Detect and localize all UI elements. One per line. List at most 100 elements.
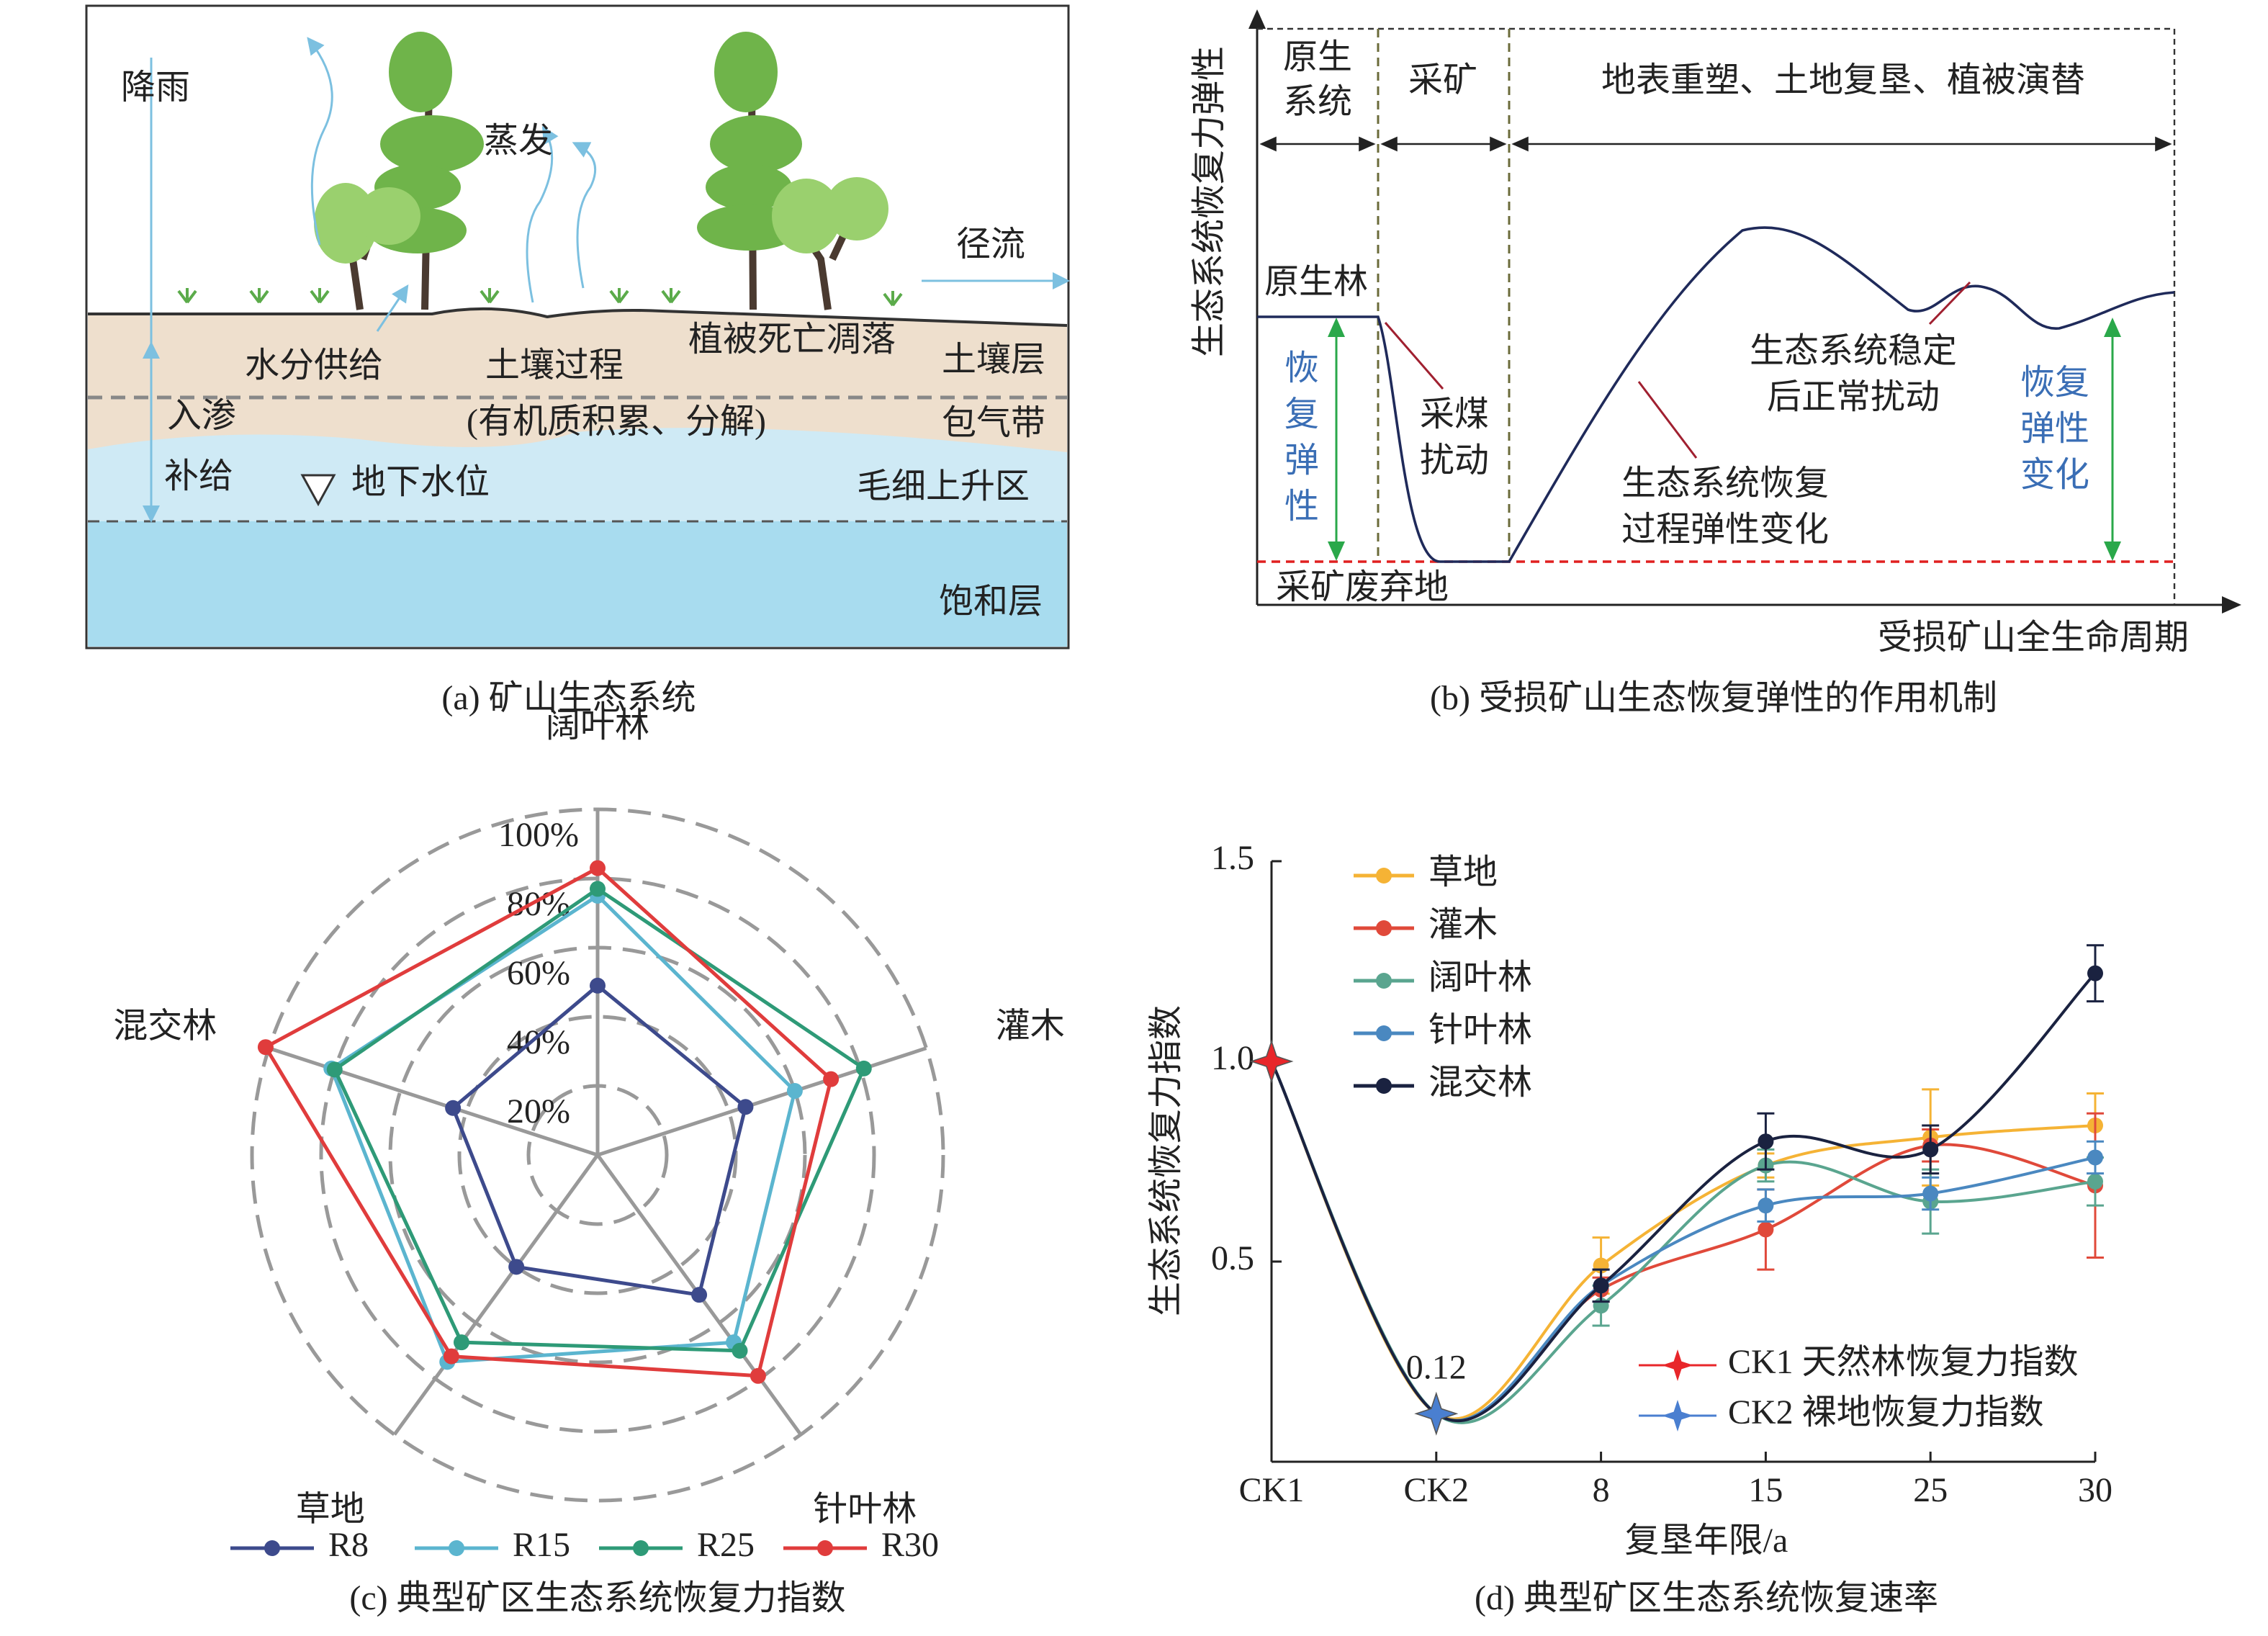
trees	[314, 32, 888, 310]
axis-label: 混交林	[113, 1007, 217, 1046]
label: 弹	[1284, 441, 1319, 480]
x-tick-label: CK1	[1239, 1471, 1305, 1509]
label: 土壤过程	[485, 346, 624, 385]
legend-marker	[1376, 973, 1392, 989]
r-tick-label: 100%	[498, 816, 579, 854]
caption: (a) 矿山生态系统	[441, 679, 696, 717]
label: 毛细上升区	[857, 467, 1030, 505]
legend-label: CK1 天然林恢复力指数	[1728, 1343, 2079, 1381]
phase-label: 系统	[1283, 83, 1352, 121]
saturated-layer	[88, 521, 1067, 647]
legend-marker	[1662, 1400, 1693, 1432]
annotation: 0.12	[1406, 1348, 1467, 1386]
legend-label: 草地	[1428, 853, 1498, 891]
point	[453, 1334, 469, 1351]
grid-ring	[319, 876, 876, 1434]
resilience-curve	[1257, 226, 2175, 563]
legend-label: 混交林	[1428, 1064, 1532, 1102]
y-axis-label: 生态系统恢复力弹性	[1190, 46, 1228, 357]
label: 变化	[2020, 456, 2089, 494]
label: 包气带	[942, 404, 1045, 442]
point	[855, 1060, 872, 1077]
water-table-symbol	[300, 474, 336, 507]
legend-marker	[1376, 1078, 1392, 1094]
label: 后正常扰动	[1767, 378, 1940, 416]
label: 弹性	[2020, 410, 2089, 448]
star-marker	[1249, 1039, 1294, 1084]
point	[2087, 965, 2103, 981]
legend-marker	[1376, 1025, 1392, 1041]
point	[508, 1259, 525, 1275]
label: 补给	[164, 457, 233, 495]
point	[1758, 1221, 1774, 1238]
axis-label: 灌木	[996, 1007, 1065, 1046]
y-tick-label: 0.5	[1211, 1239, 1254, 1277]
labels-a: 降雨 蒸发 径流 水分供给 土壤过程 植被死亡凋落 土壤层 入渗 (有机质积累、…	[121, 68, 1045, 621]
grid-ring	[457, 1015, 738, 1295]
x-tick-label: 15	[1748, 1471, 1783, 1509]
x-axis-label: 受损矿山全生命周期	[1878, 619, 2189, 657]
axis-label: 针叶林	[813, 1490, 917, 1528]
pointers	[1384, 281, 1971, 459]
caption: (b) 受损矿山生态恢复弹性的作用机制	[1430, 679, 1997, 717]
caption: (d) 典型矿区生态系统恢复速率	[1475, 1579, 1938, 1617]
phase-box	[1257, 27, 2176, 605]
legend-marker	[817, 1540, 833, 1556]
legend-label: R25	[697, 1526, 755, 1564]
label: 采矿废弃地	[1276, 568, 1449, 606]
spoke	[392, 1154, 600, 1436]
r-tick-label: 60%	[507, 954, 570, 992]
legend-label: 针叶林	[1428, 1011, 1532, 1049]
label: 扰动	[1420, 441, 1489, 480]
point	[1758, 1197, 1774, 1214]
x-tick-label: CK2	[1403, 1471, 1469, 1509]
r-tick-label: 80%	[507, 885, 570, 923]
grass	[177, 288, 903, 307]
point	[445, 1100, 462, 1116]
point	[326, 1061, 343, 1078]
label: 饱和层	[939, 583, 1043, 621]
legend-marker	[449, 1540, 464, 1556]
label: 植被死亡凋落	[688, 320, 896, 359]
axis-label: 阔叶林	[546, 706, 649, 745]
point	[691, 1287, 708, 1303]
point	[2087, 1149, 2103, 1166]
label: 过程弹性变化	[1621, 511, 1829, 549]
point	[1758, 1133, 1774, 1150]
caption: (c) 典型矿区生态系统恢复力指数	[349, 1579, 845, 1617]
label: 采煤	[1420, 395, 1489, 433]
legend-label: 阔叶林	[1428, 958, 1532, 997]
point	[737, 1099, 754, 1115]
phase-label: 采矿	[1408, 61, 1477, 99]
series-polygon	[451, 983, 748, 1297]
series-polygon	[332, 886, 866, 1353]
x-tick-label: 30	[2078, 1471, 2112, 1509]
legend-label: R30	[881, 1526, 939, 1564]
point	[750, 1367, 766, 1384]
phase-label: 原生	[1283, 38, 1352, 76]
legend-label: 灌木	[1428, 906, 1498, 944]
label: 复	[1284, 395, 1319, 433]
point	[590, 860, 606, 876]
label: 恢复	[2020, 364, 2089, 402]
point	[2087, 1173, 2103, 1190]
y-tick-label: 1.5	[1211, 839, 1254, 877]
legend-label: CK2 裸地恢复力指数	[1728, 1393, 2044, 1432]
label: 原生林	[1264, 263, 1368, 301]
legend-marker	[1662, 1349, 1693, 1381]
legend-marker	[1376, 920, 1392, 936]
panel-b: 原生 系统 采矿 地表重塑、土地复垦、植被演替 原生林 采矿废弃地 恢 复 弹 …	[1190, 9, 2241, 717]
legend-marker	[1376, 868, 1392, 884]
series-polygon	[263, 866, 833, 1378]
legend-label: R15	[513, 1526, 570, 1564]
label: 蒸发	[484, 122, 553, 160]
y-axis-label: 生态系统恢复力指数	[1147, 1005, 1185, 1316]
point	[732, 1342, 748, 1359]
point	[1922, 1185, 1939, 1202]
star-marker	[1414, 1391, 1459, 1436]
legend-marker	[633, 1540, 649, 1556]
ground	[88, 307, 1068, 327]
